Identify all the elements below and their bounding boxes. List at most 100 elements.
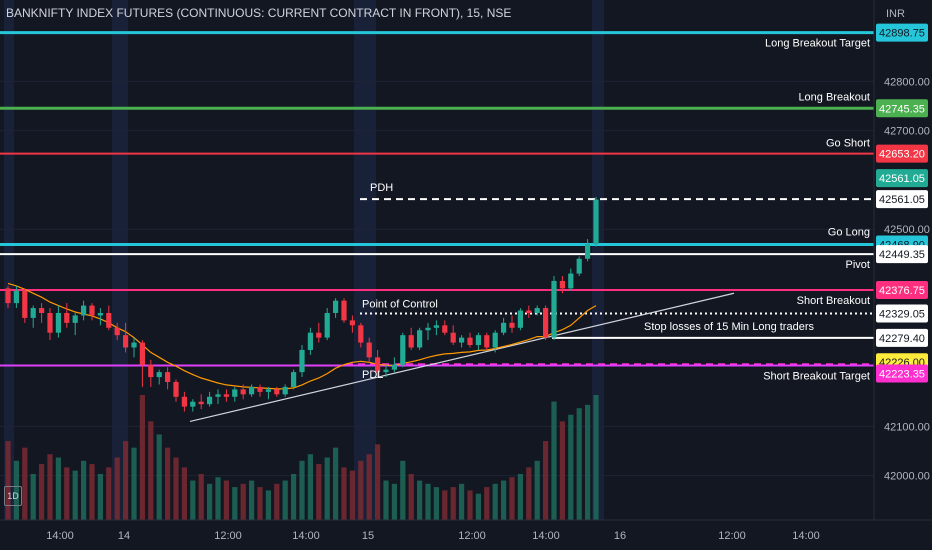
candle bbox=[38, 303, 45, 323]
timeframe-badge[interactable]: 1D bbox=[4, 486, 22, 506]
volume-bar bbox=[400, 460, 406, 520]
candle-body bbox=[97, 312, 104, 316]
candle bbox=[257, 384, 263, 397]
candle bbox=[206, 391, 213, 407]
candle-body bbox=[274, 389, 280, 395]
candle-body bbox=[206, 396, 213, 405]
price-label: 42653.20 bbox=[879, 149, 925, 161]
candle bbox=[425, 322, 431, 341]
candle-body bbox=[299, 349, 305, 373]
candle bbox=[349, 315, 356, 333]
volume-bar bbox=[173, 457, 179, 520]
level-name-label: Pivot bbox=[846, 259, 870, 271]
candle-body bbox=[400, 335, 406, 365]
candle bbox=[383, 364, 389, 378]
candle bbox=[442, 320, 448, 336]
time-tick-label: 12:00 bbox=[214, 530, 242, 542]
volume-bar bbox=[139, 395, 146, 520]
volume-bar bbox=[324, 457, 330, 520]
candle bbox=[290, 369, 297, 390]
candle bbox=[131, 337, 137, 358]
candle bbox=[114, 322, 120, 341]
candle bbox=[324, 308, 330, 341]
volume-bar bbox=[492, 483, 498, 520]
volume-bar bbox=[97, 473, 104, 520]
candle bbox=[181, 391, 188, 412]
volume-bar bbox=[341, 467, 347, 520]
candle-body bbox=[307, 332, 314, 350]
candle bbox=[400, 332, 406, 368]
candle bbox=[22, 288, 28, 323]
price-tick-label: 42000.00 bbox=[884, 471, 930, 483]
candle bbox=[55, 305, 62, 338]
price-label-bg bbox=[876, 144, 928, 163]
candle-body bbox=[593, 199, 599, 244]
volume-bar bbox=[181, 467, 188, 520]
candle bbox=[299, 345, 305, 378]
candle-body bbox=[248, 386, 255, 395]
candle bbox=[156, 369, 162, 385]
candle-body bbox=[450, 332, 456, 343]
volume-bar bbox=[593, 395, 599, 520]
candle bbox=[190, 399, 196, 412]
candle-body bbox=[106, 312, 112, 328]
candle bbox=[139, 340, 146, 387]
candle bbox=[391, 357, 398, 373]
volume-bar bbox=[358, 460, 364, 520]
candle bbox=[223, 389, 230, 402]
candle-body bbox=[38, 308, 45, 313]
candle bbox=[416, 327, 423, 350]
level-name-label: Short Breakout bbox=[797, 295, 870, 307]
candle bbox=[122, 322, 129, 353]
level-name-label: Long Breakout bbox=[798, 91, 870, 103]
price-label: 42376.75 bbox=[879, 285, 925, 297]
candle-body bbox=[358, 325, 364, 343]
candle-body bbox=[114, 327, 120, 336]
price-label-bg bbox=[876, 364, 928, 383]
candle-body bbox=[131, 342, 137, 348]
candle bbox=[282, 384, 288, 397]
level-name-label: Stop losses of 15 Min Long traders bbox=[644, 321, 814, 333]
candle-body bbox=[475, 335, 482, 346]
price-label: 42745.35 bbox=[879, 103, 925, 115]
candle bbox=[450, 325, 456, 346]
price-tick-label: 42700.00 bbox=[884, 126, 930, 138]
candle-body bbox=[467, 337, 473, 346]
candle-body bbox=[500, 322, 507, 333]
volume-bar bbox=[114, 457, 120, 520]
candle-body bbox=[181, 396, 188, 407]
chart-title: BANKNIFTY INDEX FUTURES (CONTINUOUS: CUR… bbox=[6, 6, 512, 20]
volume-bar bbox=[206, 483, 213, 520]
candle-body bbox=[47, 312, 53, 333]
candle bbox=[5, 285, 11, 309]
volume-bar bbox=[584, 404, 591, 520]
candle bbox=[106, 305, 112, 331]
volume-bar bbox=[500, 480, 507, 520]
volume-bar bbox=[534, 460, 540, 520]
price-tick-label: 42800.00 bbox=[884, 76, 930, 88]
session-band bbox=[592, 0, 604, 520]
time-tick-label: 14 bbox=[118, 530, 130, 542]
time-tick-label: 14:00 bbox=[792, 530, 820, 542]
candle bbox=[215, 389, 221, 405]
volume-bar bbox=[156, 434, 162, 520]
last-price-label: 42561.05 bbox=[879, 173, 925, 185]
price-label: 42561.05 bbox=[879, 194, 925, 206]
volume-bar bbox=[148, 421, 154, 520]
candle-body bbox=[391, 364, 398, 370]
price-label: 42279.40 bbox=[879, 333, 925, 345]
candle bbox=[568, 268, 574, 291]
candle-body bbox=[190, 401, 196, 407]
volume-bar bbox=[164, 447, 171, 520]
candle-body bbox=[458, 337, 465, 343]
candle bbox=[173, 379, 179, 402]
candle-body bbox=[425, 327, 431, 331]
volume-bar bbox=[366, 454, 372, 520]
volume-bar bbox=[106, 467, 112, 520]
volume-bar bbox=[332, 447, 339, 520]
annotation-label: Point of Control bbox=[362, 298, 438, 310]
candle-body bbox=[30, 308, 36, 318]
candle bbox=[265, 386, 272, 400]
candle-body bbox=[416, 330, 423, 348]
